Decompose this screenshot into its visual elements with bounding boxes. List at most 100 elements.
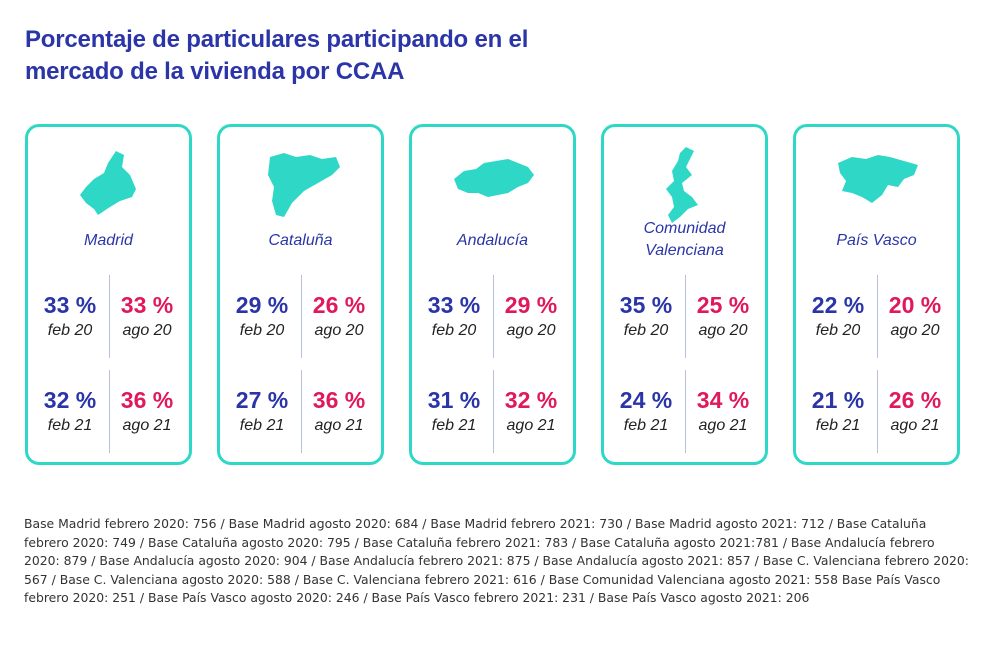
data-value: 26 % bbox=[312, 292, 366, 318]
value-row: 31 % feb 21 32 % ago 21 bbox=[412, 370, 573, 456]
period-label: feb 20 bbox=[623, 322, 669, 339]
value-divider bbox=[108, 370, 110, 453]
data-value: 35 % bbox=[619, 292, 673, 318]
data-point: 32 % feb 21 bbox=[28, 386, 112, 436]
data-value: 29 % bbox=[504, 292, 558, 318]
data-point: 26 % ago 21 bbox=[873, 386, 957, 436]
value-row: 21 % feb 21 26 % ago 21 bbox=[796, 370, 957, 456]
madrid-map-icon bbox=[79, 151, 136, 215]
data-point: 20 % ago 20 bbox=[873, 291, 957, 341]
period-label: ago 20 bbox=[314, 322, 364, 339]
period-label: ago 20 bbox=[698, 322, 748, 339]
region-name: Cataluña bbox=[220, 230, 381, 252]
period-label: ago 20 bbox=[890, 322, 940, 339]
value-divider bbox=[300, 275, 302, 358]
period-label: feb 20 bbox=[815, 322, 861, 339]
region-name: Madrid bbox=[28, 230, 189, 252]
value-row: 24 % feb 21 34 % ago 21 bbox=[604, 370, 765, 456]
period-label: ago 21 bbox=[698, 417, 748, 434]
period-label: ago 21 bbox=[890, 417, 940, 434]
data-point: 35 % feb 20 bbox=[604, 291, 688, 341]
data-point: 26 % ago 20 bbox=[297, 291, 381, 341]
data-value: 34 % bbox=[696, 387, 750, 413]
period-label: feb 20 bbox=[431, 322, 477, 339]
value-divider bbox=[300, 370, 302, 453]
chart-title-line-2: mercado de la vivienda por CCAA bbox=[25, 58, 405, 85]
data-value: 33 % bbox=[43, 292, 97, 318]
pais-vasco-map-icon bbox=[837, 155, 918, 203]
period-label: feb 20 bbox=[47, 322, 93, 339]
period-label: ago 21 bbox=[314, 417, 364, 434]
period-label: feb 21 bbox=[623, 417, 669, 434]
data-value: 32 % bbox=[504, 387, 558, 413]
period-label: feb 21 bbox=[431, 417, 477, 434]
data-value: 26 % bbox=[888, 387, 942, 413]
value-divider bbox=[876, 370, 878, 453]
data-point: 27 % feb 21 bbox=[220, 386, 304, 436]
data-value: 31 % bbox=[427, 387, 481, 413]
period-label: ago 20 bbox=[122, 322, 172, 339]
data-value: 29 % bbox=[235, 292, 289, 318]
data-point: 25 % ago 20 bbox=[681, 291, 765, 341]
value-divider bbox=[876, 275, 878, 358]
chart-title-line-1: Porcentaje de particulares participando … bbox=[25, 26, 529, 53]
data-value: 24 % bbox=[619, 387, 673, 413]
region-name-line: Madrid bbox=[84, 232, 133, 249]
region-card: Comunidad Valenciana 35 % feb 20 25 % ago 20 2… bbox=[601, 124, 768, 465]
region-card: País Vasco 22 % feb 20 20 % ago 20 21 % feb 21… bbox=[793, 124, 960, 465]
data-value: 33 % bbox=[120, 292, 174, 318]
value-divider bbox=[492, 370, 494, 453]
value-row: 35 % feb 20 25 % ago 20 bbox=[604, 275, 765, 361]
value-divider bbox=[684, 275, 686, 358]
region-card: Cataluña 29 % feb 20 26 % ago 20 27 % feb 21 36… bbox=[217, 124, 384, 465]
region-card: Madrid 33 % feb 20 33 % ago 20 32 % feb 21 36 %… bbox=[25, 124, 192, 465]
region-name-line: Comunidad bbox=[643, 220, 726, 237]
valencia-map-icon bbox=[665, 147, 698, 223]
region-name-line: Valenciana bbox=[645, 242, 724, 259]
data-value: 25 % bbox=[696, 292, 750, 318]
region-name-line: Andalucía bbox=[456, 232, 529, 249]
value-row: 29 % feb 20 26 % ago 20 bbox=[220, 275, 381, 361]
data-point: 34 % ago 21 bbox=[681, 386, 765, 436]
region-name: Andalucía bbox=[412, 230, 573, 252]
data-value: 22 % bbox=[811, 292, 865, 318]
region-name-line: Cataluña bbox=[268, 232, 333, 249]
data-point: 29 % ago 20 bbox=[489, 291, 573, 341]
data-value: 36 % bbox=[312, 387, 366, 413]
period-label: feb 21 bbox=[47, 417, 93, 434]
value-row: 33 % feb 20 33 % ago 20 bbox=[28, 275, 189, 361]
value-divider bbox=[108, 275, 110, 358]
region-card: Andalucía 33 % feb 20 29 % ago 20 31 % feb 21 3… bbox=[409, 124, 576, 465]
data-point: 22 % feb 20 bbox=[796, 291, 880, 341]
data-point: 36 % ago 21 bbox=[297, 386, 381, 436]
value-row: 33 % feb 20 29 % ago 20 bbox=[412, 275, 573, 361]
region-name: Comunidad Valenciana bbox=[604, 218, 765, 262]
period-label: ago 21 bbox=[506, 417, 556, 434]
data-value: 33 % bbox=[427, 292, 481, 318]
andalucia-map-icon bbox=[453, 159, 534, 197]
value-row: 32 % feb 21 36 % ago 21 bbox=[28, 370, 189, 456]
chart-title: Porcentaje de particulares participando … bbox=[25, 24, 585, 88]
data-point: 24 % feb 21 bbox=[604, 386, 688, 436]
value-divider bbox=[684, 370, 686, 453]
period-label: ago 21 bbox=[122, 417, 172, 434]
data-value: 21 % bbox=[811, 387, 865, 413]
data-value: 32 % bbox=[43, 387, 97, 413]
cataluna-map-icon bbox=[267, 153, 340, 217]
data-point: 21 % feb 21 bbox=[796, 386, 880, 436]
data-point: 29 % feb 20 bbox=[220, 291, 304, 341]
region-name: País Vasco bbox=[796, 230, 957, 252]
period-label: feb 20 bbox=[239, 322, 285, 339]
data-point: 33 % ago 20 bbox=[105, 291, 189, 341]
data-value: 36 % bbox=[120, 387, 174, 413]
period-label: feb 21 bbox=[815, 417, 861, 434]
data-point: 33 % feb 20 bbox=[412, 291, 496, 341]
value-row: 27 % feb 21 36 % ago 21 bbox=[220, 370, 381, 456]
data-point: 32 % ago 21 bbox=[489, 386, 573, 436]
period-label: ago 20 bbox=[506, 322, 556, 339]
region-name-line: País Vasco bbox=[836, 232, 917, 249]
footnote: Base Madrid febrero 2020: 756 / Base Mad… bbox=[24, 516, 969, 606]
value-row: 22 % feb 20 20 % ago 20 bbox=[796, 275, 957, 361]
data-value: 20 % bbox=[888, 292, 942, 318]
data-point: 31 % feb 21 bbox=[412, 386, 496, 436]
